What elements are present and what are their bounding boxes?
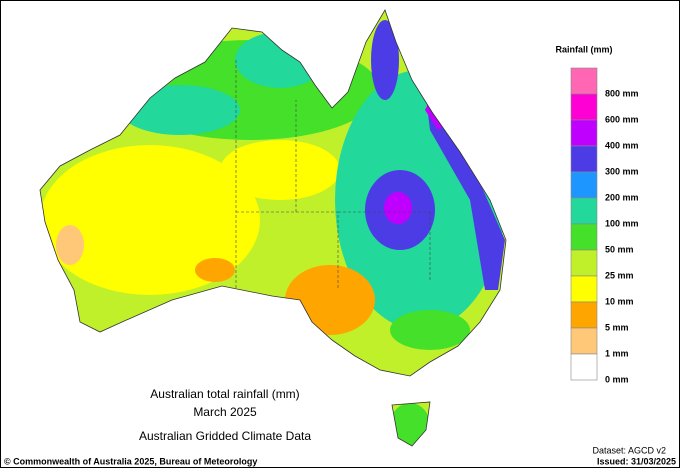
legend-label: 5 mm (605, 322, 629, 332)
legend-title: Rainfall (mm) (555, 44, 612, 54)
legend-swatch (570, 93, 598, 121)
legend-swatch (570, 119, 598, 147)
legend-swatch (570, 249, 598, 277)
legend-swatch (570, 197, 598, 225)
state-borders (235, 60, 431, 288)
legend-swatch (570, 327, 598, 355)
coastline (39, 9, 507, 447)
legend-label: 1 mm (605, 348, 629, 358)
legend: 800 mm 600 mm 400 mm 300 mm 200 mm 100 mm 50 m… (570, 67, 639, 384)
legend-label: 10 mm (605, 296, 634, 306)
legend-label: 50 mm (605, 244, 634, 254)
legend-swatch (570, 301, 598, 329)
legend-label: 0 mm (605, 374, 629, 384)
map-period: March 2025 (193, 405, 257, 419)
dataset-note: Dataset: AGCD v2 (592, 445, 666, 455)
legend-swatch (570, 67, 598, 95)
copyright: © Commonwealth of Australia 2025, Bureau… (4, 456, 257, 466)
map-source: Australian Gridded Climate Data (139, 429, 311, 443)
legend-swatch (570, 353, 598, 381)
legend-label: 400 mm (605, 140, 639, 150)
legend-label: 300 mm (605, 166, 639, 176)
legend-label: 200 mm (605, 192, 639, 202)
legend-label: 100 mm (605, 218, 639, 228)
legend-swatch (570, 145, 598, 173)
legend-swatch (570, 223, 598, 251)
legend-label: 600 mm (605, 114, 639, 124)
issued-date: Issued: 31/03/2025 (597, 456, 676, 466)
legend-swatch (570, 171, 598, 199)
legend-label: 25 mm (605, 270, 634, 280)
map-title: Australian total rainfall (mm) (150, 387, 299, 401)
legend-swatch (570, 275, 598, 303)
legend-label: 800 mm (605, 88, 639, 98)
